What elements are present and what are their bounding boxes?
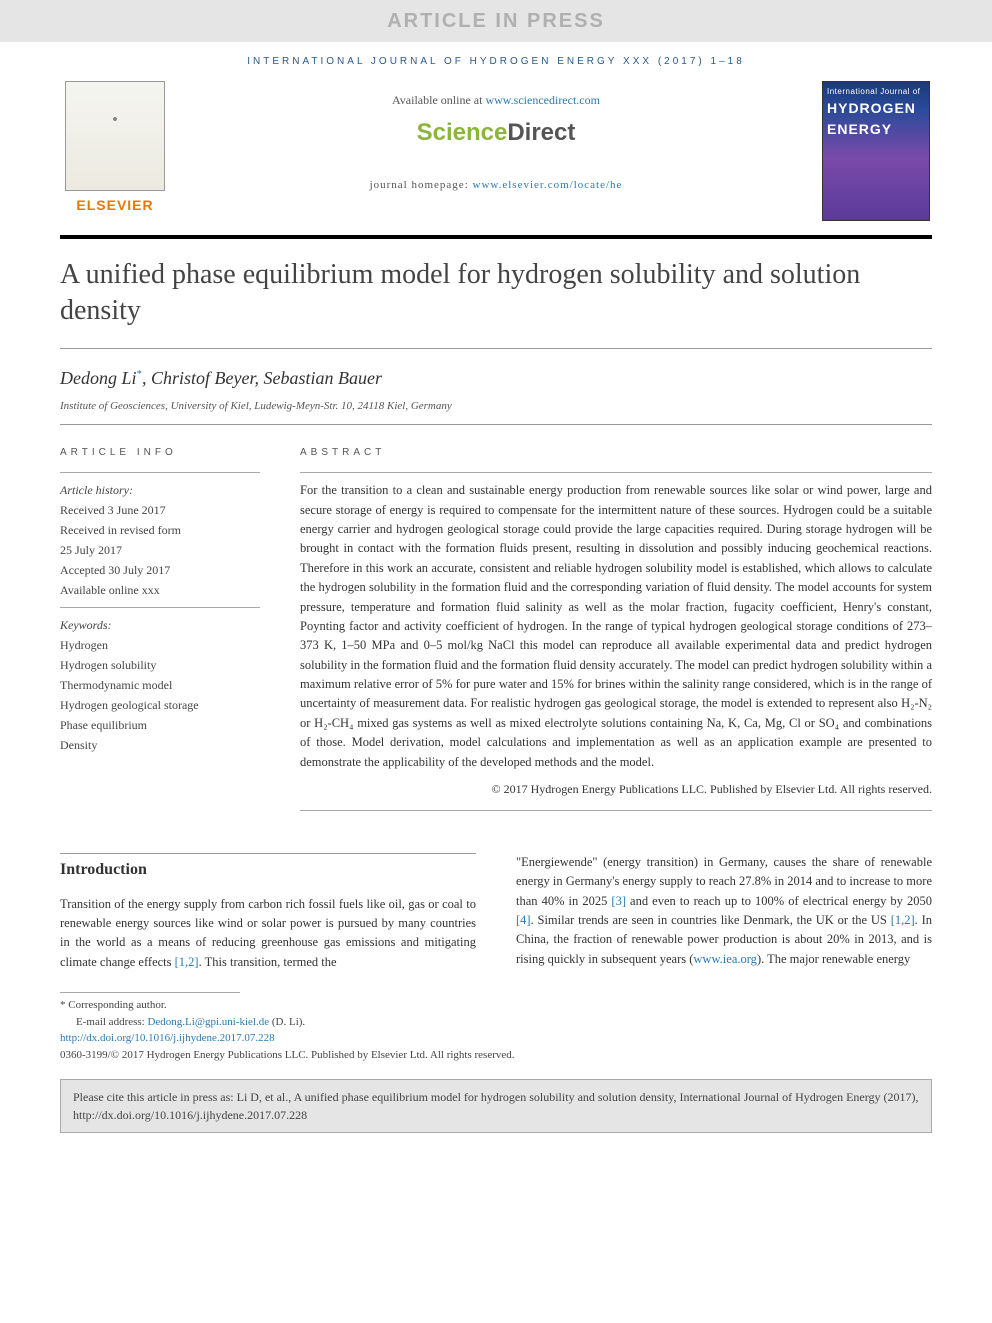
available-online-line: Available online at www.sciencedirect.co…: [190, 91, 802, 109]
article-title: A unified phase equilibrium model for hy…: [60, 257, 932, 330]
header-area: ELSEVIER Available online at www.science…: [0, 81, 992, 235]
introduction-area: Introduction Transition of the energy su…: [0, 839, 992, 982]
issn-copyright-line: 0360-3199/© 2017 Hydrogen Energy Publica…: [60, 1047, 932, 1064]
history-item: Available online xxx: [60, 581, 260, 599]
history-item: 25 July 2017: [60, 541, 260, 559]
intro-paragraph: Transition of the energy supply from car…: [60, 895, 476, 973]
introduction-heading: Introduction: [60, 853, 476, 883]
author-email-link[interactable]: Dedong.Li@gpi.uni-kiel.de: [147, 1016, 269, 1028]
intro-paragraph: "Energiewende" (energy transition) in Ge…: [516, 853, 932, 969]
ref-link[interactable]: [3]: [611, 894, 626, 908]
availability-block: Available online at www.sciencedirect.co…: [190, 81, 802, 194]
footer-block: * Corresponding author. E-mail address: …: [0, 982, 992, 1073]
ref-link[interactable]: [1,2]: [175, 955, 199, 969]
authors-block: Dedong Li*, Christof Beyer, Sebastian Ba…: [0, 349, 992, 425]
ref-link[interactable]: [1,2]: [891, 913, 915, 927]
abstract-heading: ABSTRACT: [300, 445, 932, 460]
elsevier-logo-block: ELSEVIER: [60, 81, 170, 216]
history-item: Received 3 June 2017: [60, 501, 260, 519]
sciencedirect-logo: ScienceDirect: [190, 115, 802, 151]
history-label: Article history:: [60, 481, 260, 499]
keywords-label: Keywords:: [60, 616, 260, 634]
affiliation: Institute of Geosciences, University of …: [60, 398, 932, 415]
keyword: Hydrogen solubility: [60, 656, 260, 674]
abstract-copyright: © 2017 Hydrogen Energy Publications LLC.…: [300, 780, 932, 798]
keyword: Thermodynamic model: [60, 676, 260, 694]
article-info-column: ARTICLE INFO Article history: Received 3…: [60, 445, 260, 819]
abstract-column: ABSTRACT For the transition to a clean a…: [300, 445, 932, 819]
abstract-text: For the transition to a clean and sustai…: [300, 481, 932, 772]
ref-link[interactable]: [4]: [516, 913, 531, 927]
intro-right-column: "Energiewende" (energy transition) in Ge…: [516, 853, 932, 972]
iea-link[interactable]: www.iea.org: [693, 952, 757, 966]
keyword: Phase equilibrium: [60, 716, 260, 734]
sciencedirect-url-link[interactable]: www.sciencedirect.com: [485, 93, 600, 107]
article-in-press-banner: ARTICLE IN PRESS: [0, 0, 992, 42]
journal-cover-image: International Journal of HYDROGEN ENERGY: [822, 81, 930, 221]
keyword: Hydrogen: [60, 636, 260, 654]
title-block: A unified phase equilibrium model for hy…: [0, 239, 992, 348]
keyword: Density: [60, 736, 260, 754]
journal-citation-line: INTERNATIONAL JOURNAL OF HYDROGEN ENERGY…: [0, 42, 992, 81]
info-abstract-row: ARTICLE INFO Article history: Received 3…: [0, 425, 992, 839]
journal-cover-block: International Journal of HYDROGEN ENERGY: [822, 81, 932, 221]
history-item: Received in revised form: [60, 521, 260, 539]
keyword: Hydrogen geological storage: [60, 696, 260, 714]
email-line: E-mail address: Dedong.Li@gpi.uni-kiel.d…: [60, 1014, 932, 1031]
elsevier-tree-icon: [65, 81, 165, 191]
history-item: Accepted 30 July 2017: [60, 561, 260, 579]
doi-link[interactable]: http://dx.doi.org/10.1016/j.ijhydene.201…: [60, 1032, 275, 1044]
intro-left-column: Introduction Transition of the energy su…: [60, 853, 476, 972]
citation-box: Please cite this article in press as: Li…: [60, 1079, 932, 1133]
elsevier-label: ELSEVIER: [60, 195, 170, 216]
authors-line: Dedong Li*, Christof Beyer, Sebastian Ba…: [60, 365, 932, 392]
article-info-heading: ARTICLE INFO: [60, 445, 260, 460]
journal-homepage-link[interactable]: www.elsevier.com/locate/he: [473, 179, 623, 191]
journal-homepage-line: journal homepage: www.elsevier.com/locat…: [190, 177, 802, 194]
corresponding-author-note: * Corresponding author.: [60, 997, 932, 1014]
